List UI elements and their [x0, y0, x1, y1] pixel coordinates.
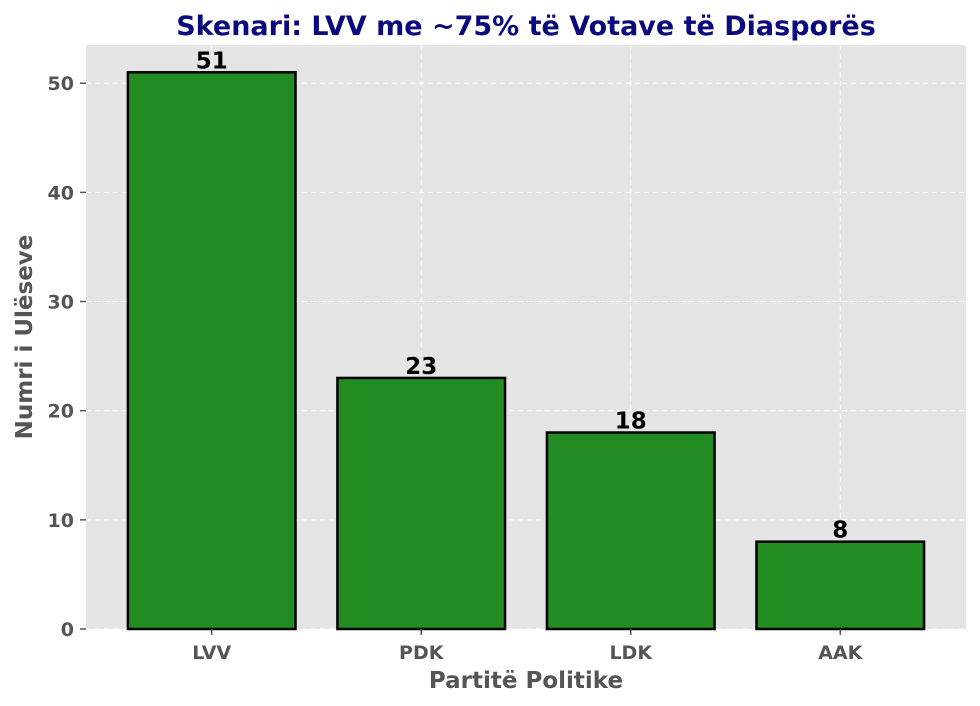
x-tick-label-ldk: LDK	[609, 642, 653, 664]
chart-title: Skenari: LVV me ~75% të Votave të Diaspo…	[176, 11, 876, 42]
x-tick-label-aak: AAK	[818, 642, 863, 664]
y-tick-label-4: 40	[48, 182, 74, 204]
y-tick-label-1: 10	[48, 510, 74, 532]
data-label-pdk: 23	[405, 354, 437, 380]
data-label-ldk: 18	[615, 409, 647, 435]
y-tick-label-5: 50	[48, 73, 74, 95]
y-axis-label: Numri i Ulëseve	[12, 235, 38, 440]
x-tick-label-lvv: LVV	[192, 642, 231, 664]
bar-ldk	[545, 431, 716, 631]
data-label-lvv: 51	[196, 48, 228, 74]
y-tick-label-3: 30	[48, 292, 74, 314]
y-tick-label-2: 20	[48, 401, 74, 423]
bar-pdk	[336, 376, 507, 631]
data-labels-group: 51 23 18 8	[196, 48, 849, 543]
bar-lvv	[126, 71, 297, 631]
data-label-aak: 8	[832, 518, 848, 544]
x-axis-ticks: LVV PDK LDK AAK	[192, 629, 864, 664]
x-axis-label: Partitë Politike	[429, 668, 623, 694]
bar-aak	[755, 540, 926, 631]
x-tick-label-pdk: PDK	[399, 642, 445, 664]
y-axis-ticks: 0 10 20 30 40 50	[48, 73, 86, 641]
y-tick-label-0: 0	[61, 619, 74, 641]
